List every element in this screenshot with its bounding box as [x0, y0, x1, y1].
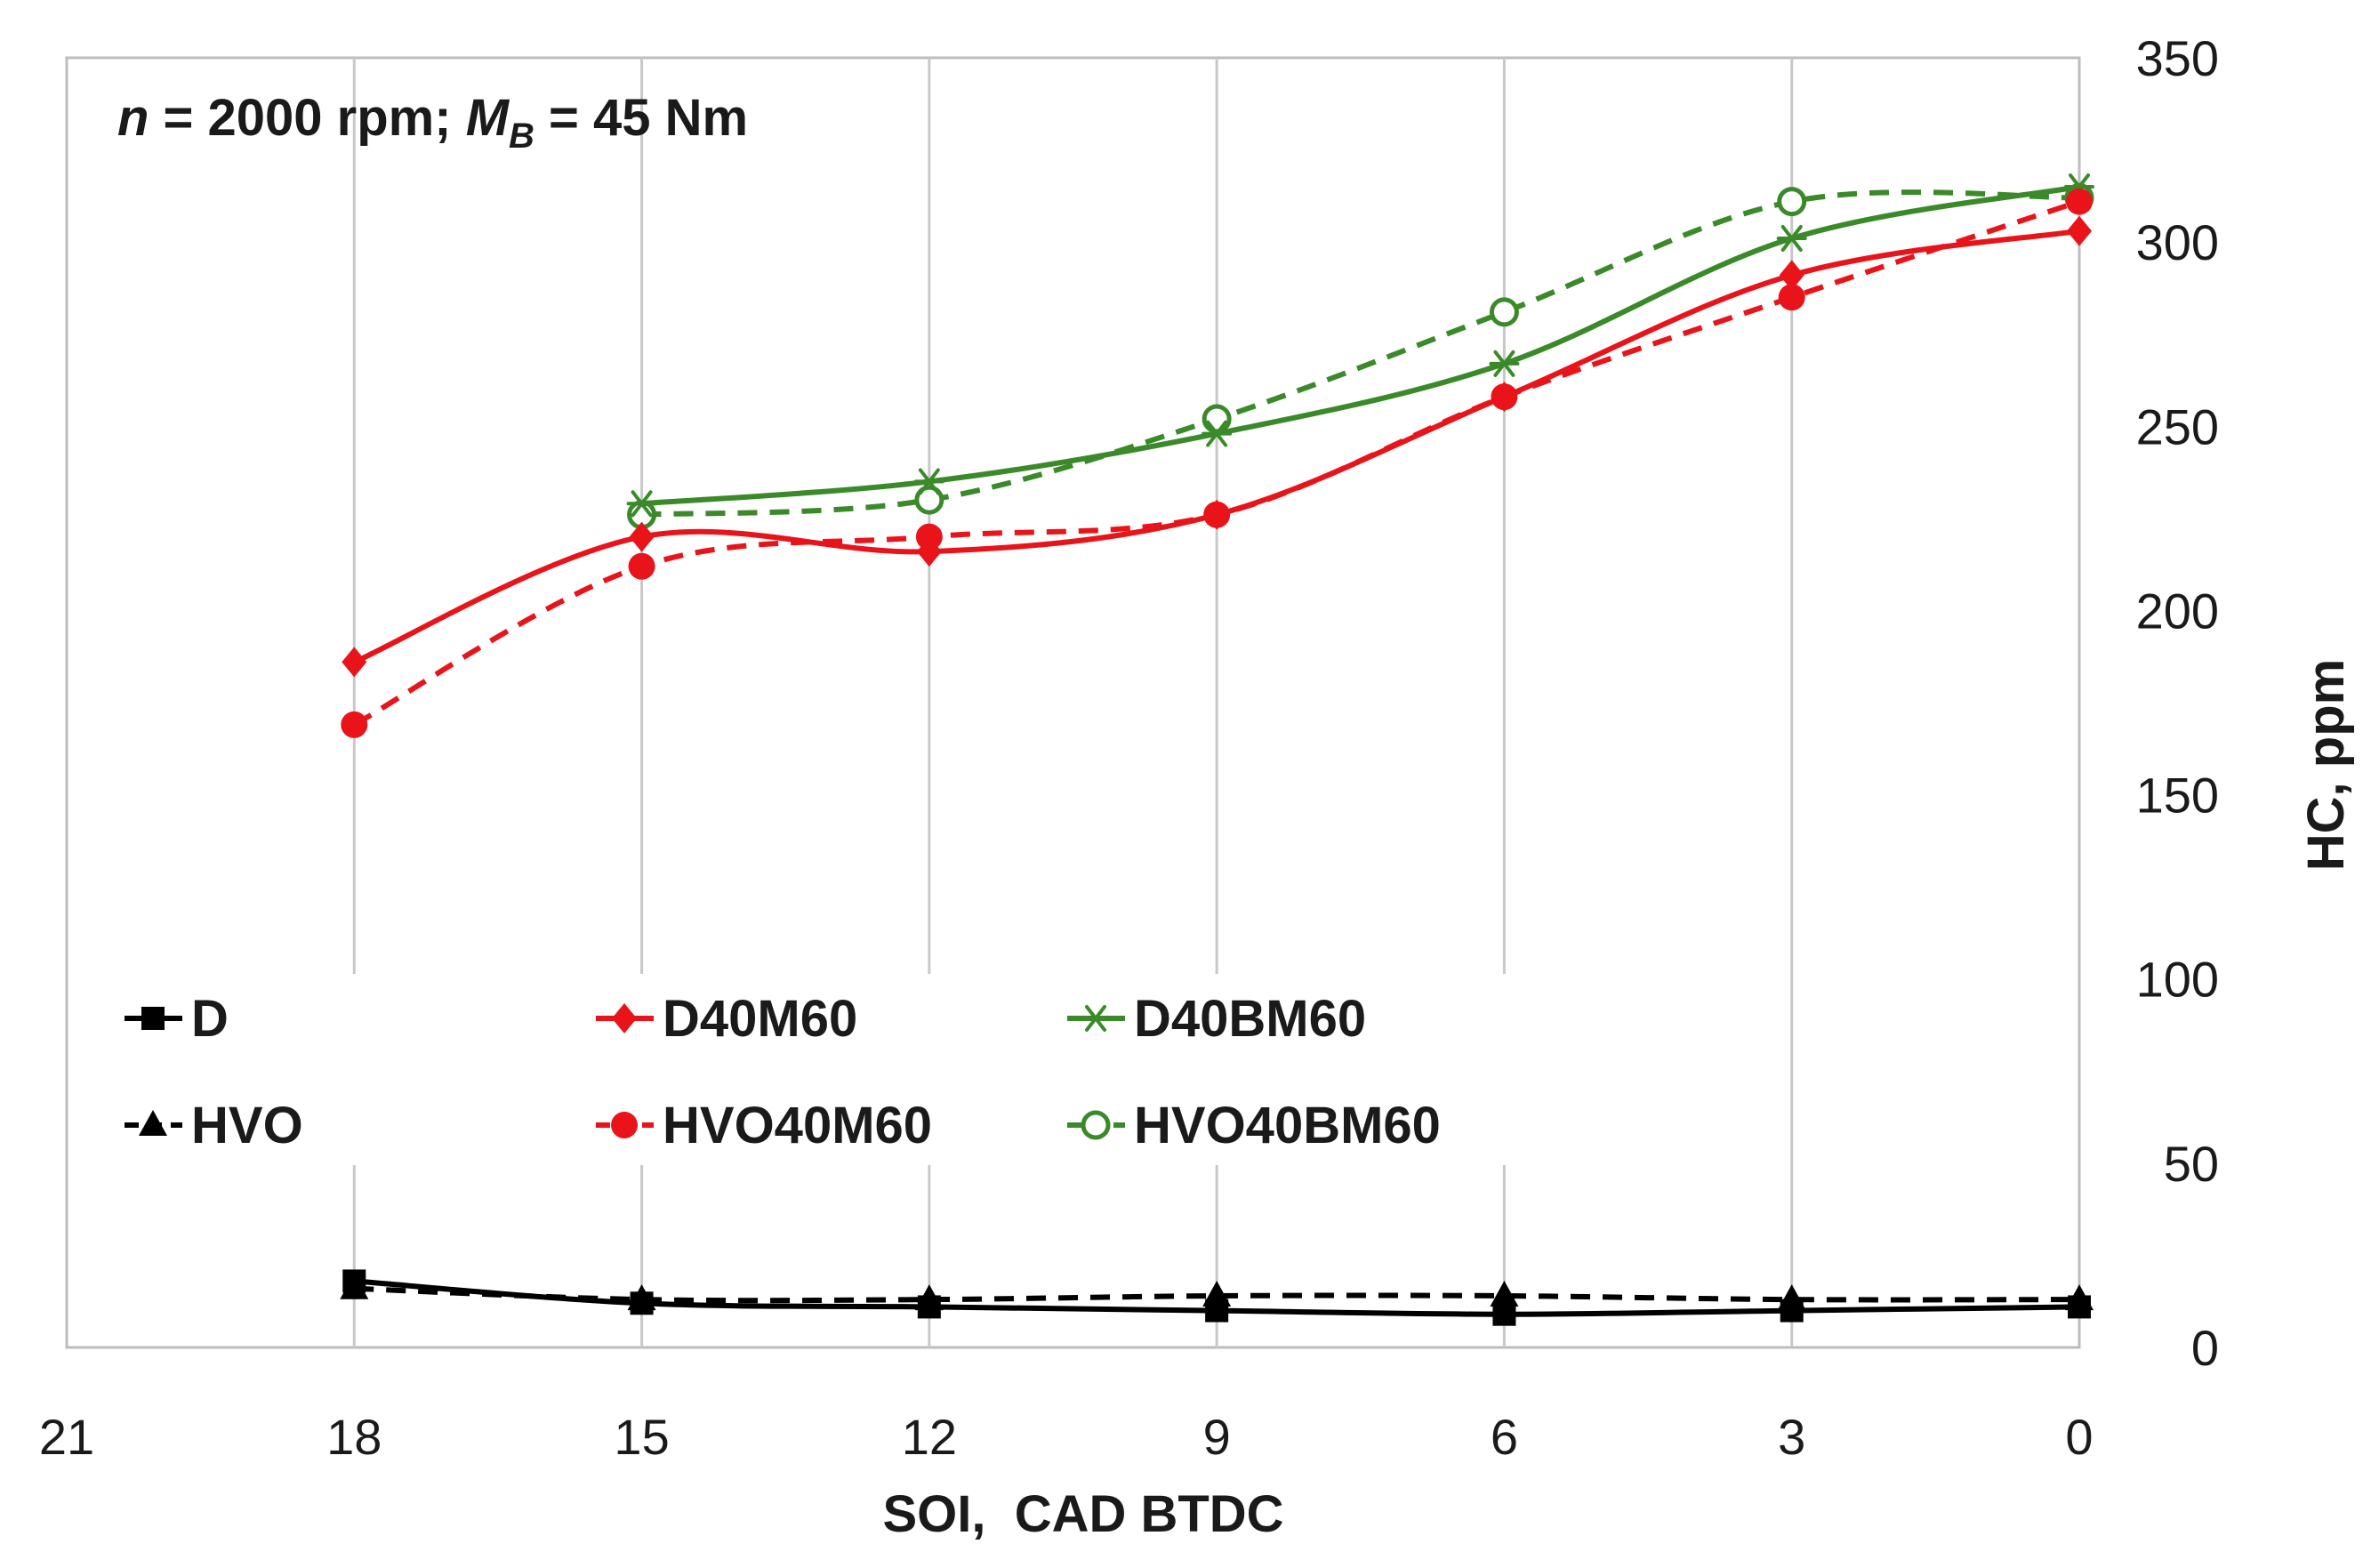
x-tick-6: 6: [1491, 1409, 1518, 1465]
x-tick-3: 3: [1778, 1409, 1805, 1465]
x-tick-15: 15: [614, 1409, 669, 1465]
legend-label-hvo40m60: HVO40M60: [663, 1097, 932, 1154]
point-hvo40bm60-x9: [1202, 404, 1232, 434]
y-tick-350: 350: [2136, 30, 2219, 86]
x-tick-labels: 21 18 15 12 9 6 3 0: [39, 1409, 2094, 1465]
legend-item-d40m60: D40M60: [596, 990, 857, 1048]
point-d40bm60-x9: [1202, 420, 1233, 447]
point-d-x3: [1780, 1299, 1804, 1323]
point-d40bm60-x6: [1489, 350, 1520, 377]
legend-label-d40bm60: D40BM60: [1134, 990, 1366, 1048]
point-hvo40m60-x0: [2066, 188, 2093, 215]
point-hvo-x6: [1490, 1281, 1519, 1307]
legend-box: [98, 974, 1521, 1165]
annotation-m-sub: B: [509, 117, 534, 156]
point-d40m60-x12: [916, 536, 942, 567]
annotation-n-value: = 2000 rpm;: [149, 89, 465, 147]
series-d40m60: [342, 215, 2092, 678]
legend-marker-d40m60: [612, 1003, 637, 1033]
point-d-x12: [917, 1295, 941, 1319]
legend-marker-d40bm60-stroke-d2: [1085, 1005, 1106, 1032]
y-tick-250: 250: [2136, 398, 2219, 454]
x-tick-21: 21: [39, 1409, 94, 1465]
x-tick-12: 12: [902, 1409, 957, 1465]
point-d40m60-x3: [1779, 260, 1804, 291]
y-tick-150: 150: [2136, 768, 2219, 824]
annotation-n-label: n: [117, 89, 149, 147]
legend-marker-hvo40m60: [611, 1112, 638, 1138]
series-line-hvo40bm60: [641, 189, 2080, 518]
point-hvo40m60-x15: [628, 552, 655, 580]
point-d40bm60-x3: [1776, 225, 1807, 252]
y-tick-50: 50: [2164, 1136, 2219, 1192]
point-d40m60-x0: [2067, 215, 2092, 246]
x-axis-title: SOI, CAD BTDC: [882, 1485, 1283, 1543]
x-tick-18: 18: [326, 1409, 382, 1465]
legend-marker-d40bm60: [1081, 1005, 1111, 1032]
y-tick-200: 200: [2136, 583, 2219, 639]
point-d40bm60-x15: [626, 490, 657, 518]
legend-item-d40bm60: D40BM60: [1067, 990, 1366, 1048]
point-d40bm60-x12-stroke-d2: [918, 468, 940, 495]
point-d40m60-x15: [629, 521, 655, 552]
point-hvo40bm60-x12: [914, 485, 944, 515]
point-d-x9: [1205, 1299, 1229, 1323]
point-d40bm60-x9-stroke-d2: [1206, 420, 1228, 447]
legend-label-d40m60: D40M60: [663, 990, 857, 1048]
legend-label-d: D: [191, 990, 229, 1048]
legend: D D40M60 D40BM60 HVO HVO40M60 HVO40BM60: [125, 990, 1441, 1154]
x-tick-0: 0: [2065, 1409, 2093, 1465]
x-tick-9: 9: [1203, 1409, 1231, 1465]
point-d40m60-x9: [1204, 499, 1230, 530]
point-hvo40bm60-x6: [1489, 297, 1519, 327]
point-d40bm60-x6-stroke-d2: [1493, 350, 1515, 377]
point-hvo40m60-x18: [341, 711, 368, 738]
legend-label-hvo40bm60: HVO40BM60: [1134, 1097, 1441, 1154]
series-d: [342, 1269, 2091, 1326]
point-d40m60-x6: [1491, 382, 1517, 413]
annotation-m-value: = 45 Nm: [534, 89, 748, 147]
series-layer: [340, 173, 2094, 1326]
legend-item-d: D: [125, 990, 229, 1048]
point-hvo40bm60-x3: [1777, 187, 1807, 217]
point-d-x6: [1492, 1302, 1516, 1326]
point-d40bm60-x15-stroke-d2: [631, 490, 653, 518]
legend-item-hvo40m60: HVO40M60: [596, 1097, 932, 1154]
legend-marker-d: [141, 1007, 165, 1030]
point-d40m60-x18: [342, 647, 367, 678]
y-tick-100: 100: [2136, 952, 2219, 1008]
legend-label-hvo: HVO: [191, 1097, 303, 1154]
point-d-x18: [342, 1269, 366, 1293]
y-tick-300: 300: [2136, 214, 2219, 270]
legend-marker-hvo: [139, 1110, 167, 1136]
point-d-x15: [630, 1291, 654, 1315]
y-axis-title: HC, ppm: [2297, 659, 2355, 871]
legend-marker-hvo40bm60: [1081, 1110, 1111, 1140]
series-line-d40bm60: [641, 184, 2080, 507]
chart-annotation: n = 2000 rpm; MB = 45 Nm: [117, 89, 748, 156]
y-tick-labels: 0 50 100 150 200 250 300 350: [2136, 30, 2219, 1376]
point-hvo40m60-x3: [1778, 284, 1805, 311]
point-d40bm60-x12: [913, 468, 944, 495]
annotation-m-label: M: [466, 89, 510, 147]
point-d-x0: [2068, 1295, 2091, 1319]
y-tick-0: 0: [2191, 1320, 2219, 1376]
legend-item-hvo: HVO: [125, 1097, 303, 1154]
point-d40bm60-x3-stroke-d2: [1780, 225, 1803, 252]
legend-item-hvo40bm60: HVO40BM60: [1067, 1097, 1441, 1154]
